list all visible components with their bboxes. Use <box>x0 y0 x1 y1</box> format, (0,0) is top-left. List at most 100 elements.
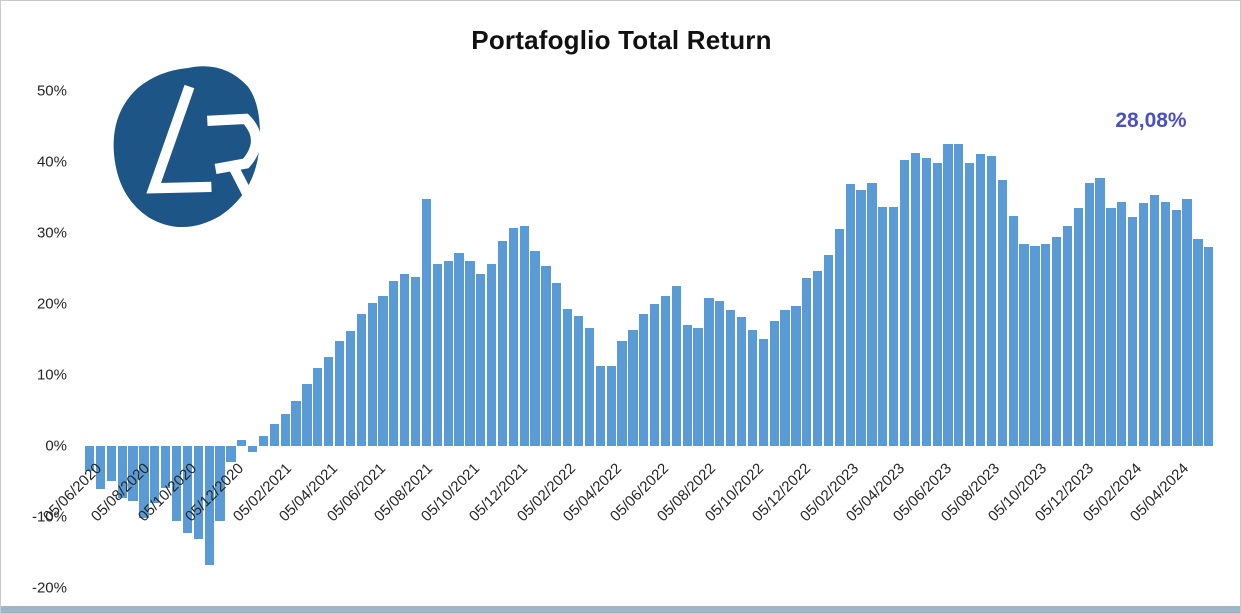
bar <box>204 446 214 565</box>
bar <box>508 228 519 446</box>
bar <box>1062 225 1073 446</box>
bar <box>356 313 366 446</box>
bar <box>454 252 464 446</box>
bottom-strip <box>1 606 1240 613</box>
chart-title: Portafoglio Total Return <box>471 25 772 55</box>
bar <box>715 301 725 446</box>
bar <box>269 423 279 446</box>
bar <box>95 446 106 490</box>
bar <box>954 144 964 446</box>
bar <box>432 264 442 446</box>
bar <box>867 182 877 446</box>
bar <box>1095 177 1105 446</box>
bar <box>117 446 127 498</box>
bar <box>1138 203 1149 446</box>
bar <box>595 365 605 446</box>
bar <box>1193 238 1203 446</box>
bar <box>693 328 703 446</box>
bar <box>780 310 790 446</box>
bar <box>302 384 312 446</box>
bar <box>845 184 855 446</box>
bar <box>519 225 529 446</box>
bar <box>573 316 584 446</box>
bar <box>313 367 323 446</box>
bar <box>106 446 116 481</box>
bar <box>606 366 616 446</box>
bar <box>1160 201 1170 446</box>
bar <box>1128 216 1138 446</box>
bar-series-plot-area <box>85 91 1215 588</box>
bar <box>171 446 182 522</box>
y-tick-label: 50% <box>36 82 67 100</box>
bar <box>1171 209 1181 446</box>
bar <box>421 198 432 446</box>
bar <box>1106 208 1116 446</box>
logo <box>107 58 265 236</box>
bar <box>965 163 975 446</box>
bar <box>552 282 562 446</box>
bar <box>443 260 453 446</box>
y-tick-label: 20% <box>36 295 67 313</box>
bar <box>639 313 649 446</box>
bar <box>1041 244 1051 446</box>
bar <box>899 159 910 446</box>
bar <box>1084 183 1094 446</box>
y-tick-label: -10% <box>31 508 67 526</box>
bar <box>215 446 225 521</box>
bar <box>1030 245 1040 446</box>
bar <box>747 330 758 446</box>
bar <box>584 328 595 446</box>
bar <box>324 357 334 446</box>
bar <box>823 255 834 446</box>
bar <box>889 206 899 446</box>
bar <box>921 157 931 446</box>
bar <box>704 298 714 446</box>
bar <box>530 250 540 446</box>
y-tick-label: 10% <box>36 366 67 384</box>
bar <box>541 265 551 446</box>
bar <box>650 304 660 446</box>
bar <box>812 271 823 446</box>
y-tick-label: -20% <box>31 579 67 597</box>
bar <box>378 296 388 446</box>
bar <box>161 446 171 488</box>
bar <box>932 162 942 446</box>
bar <box>628 329 638 446</box>
bar <box>769 321 779 446</box>
bar <box>671 286 681 446</box>
bar <box>1117 201 1127 446</box>
bar <box>660 296 671 446</box>
bar <box>910 153 921 446</box>
bar <box>410 277 421 446</box>
bar <box>986 156 997 446</box>
bar <box>856 190 866 446</box>
bar <box>128 446 138 501</box>
bar <box>150 446 160 503</box>
bar <box>736 316 747 446</box>
bar <box>726 309 736 446</box>
bar <box>617 340 627 446</box>
bar <box>497 240 508 446</box>
bar <box>563 308 573 446</box>
bar <box>465 260 475 446</box>
bar <box>487 264 497 446</box>
bar <box>237 440 247 446</box>
bar <box>1019 243 1029 446</box>
bar <box>834 229 844 446</box>
bar <box>193 446 203 539</box>
bar <box>367 303 377 446</box>
bar <box>802 277 812 446</box>
y-tick-label: 0% <box>45 437 67 455</box>
bar <box>1008 215 1018 446</box>
bar <box>943 143 953 446</box>
lr-logo-icon <box>113 66 262 228</box>
bar <box>247 446 258 453</box>
bar <box>400 274 410 446</box>
bar <box>682 325 692 446</box>
bar <box>85 446 95 471</box>
bar <box>291 401 301 446</box>
bar <box>389 281 399 446</box>
bar <box>476 274 486 446</box>
bar <box>334 340 345 446</box>
